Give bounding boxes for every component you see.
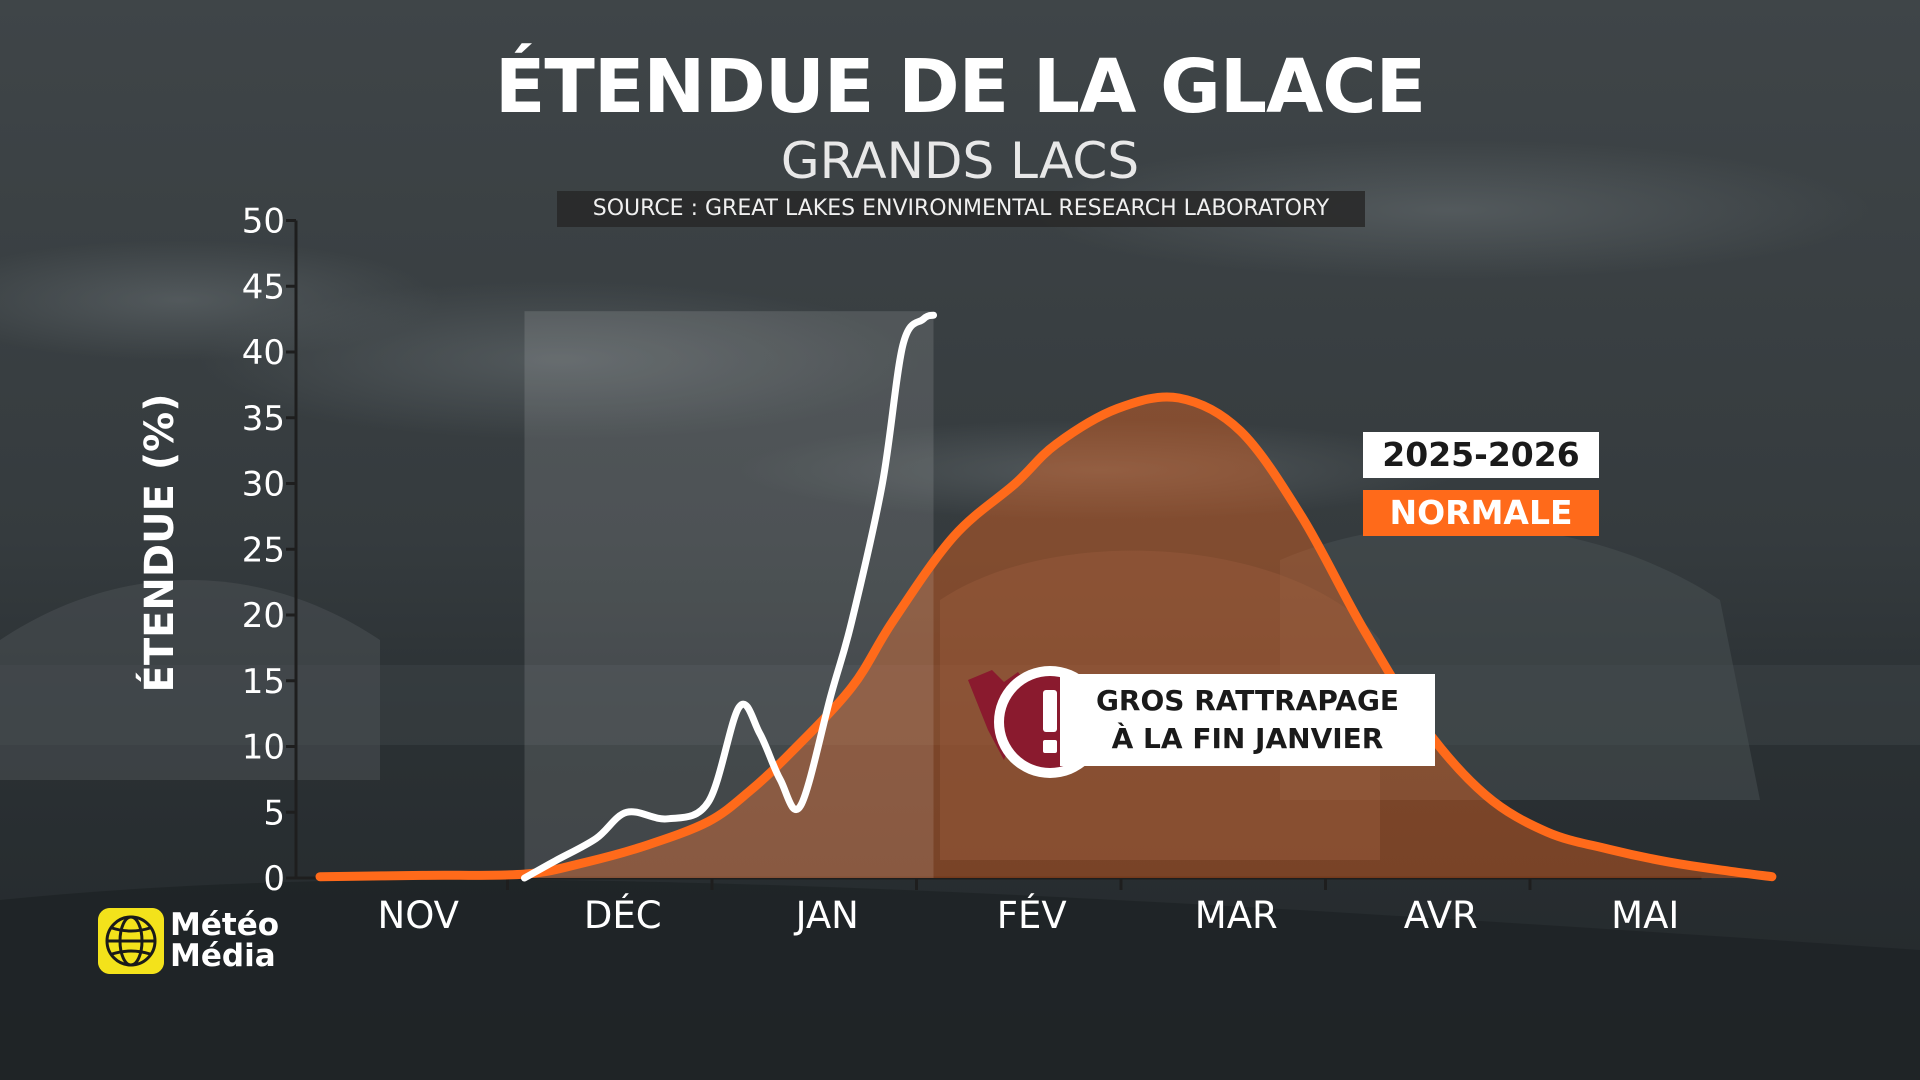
x-month-label: JAN <box>794 894 859 937</box>
y-tick-label: 0 <box>263 859 285 899</box>
x-month-label: FÉV <box>997 893 1067 937</box>
x-month-label: MAI <box>1611 894 1679 937</box>
x-month-label: AVR <box>1404 894 1478 937</box>
legend-normal: NORMALE <box>1363 490 1599 536</box>
legend-current-season: 2025-2026 <box>1363 432 1599 478</box>
y-tick-label: 5 <box>263 793 285 833</box>
y-tick-label: 35 <box>242 399 285 439</box>
callout-box: GROS RATTRAPAGE À LA FIN JANVIER <box>1060 674 1435 766</box>
chart-subtitle: GRANDS LACS <box>780 132 1140 190</box>
y-tick-label: 20 <box>242 596 285 636</box>
normal-series-line <box>315 392 1777 882</box>
y-tick-label: 10 <box>242 728 285 768</box>
y-tick-label: 25 <box>242 530 285 570</box>
y-axis-label: ÉTENDUE (%) <box>137 393 183 693</box>
y-tick-label: 40 <box>242 333 285 373</box>
current-series-line <box>521 311 937 882</box>
meteomedia-globe-icon <box>98 908 164 974</box>
x-month-label: DÉC <box>584 893 662 937</box>
meteomedia-logo: Météo Média <box>98 906 280 976</box>
logo-text-line-1: Météo <box>170 907 280 943</box>
callout-line-2: À LA FIN JANVIER <box>1111 722 1384 755</box>
logo-text-line-2: Média <box>170 938 276 974</box>
y-tick-label: 50 <box>242 202 285 242</box>
chart-title: ÉTENDUE DE LA GLACE <box>494 44 1426 130</box>
current-season-shade <box>524 311 934 878</box>
source-label: SOURCE : GREAT LAKES ENVIRONMENTAL RESEA… <box>557 191 1365 227</box>
y-tick-label: 15 <box>242 662 285 702</box>
x-month-label: NOV <box>378 894 459 937</box>
x-month-label: MAR <box>1195 894 1278 937</box>
y-tick-label: 45 <box>242 267 285 307</box>
y-tick-label: 30 <box>242 465 285 505</box>
callout-line-1: GROS RATTRAPAGE <box>1095 684 1400 717</box>
